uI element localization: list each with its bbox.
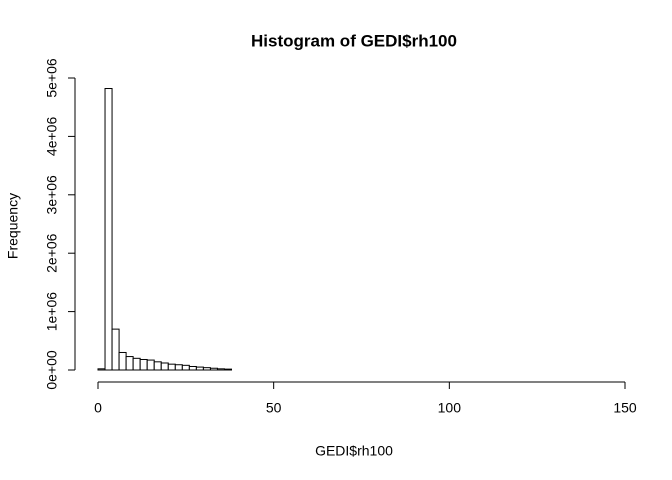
- y-tick-label: 1e+06: [44, 292, 60, 332]
- chart-title: Histogram of GEDI$rh100: [251, 31, 457, 50]
- x-tick-label: 50: [266, 400, 282, 416]
- histogram-bar: [132, 357, 141, 371]
- histogram-bar: [202, 367, 211, 371]
- histogram-bar: [146, 359, 155, 371]
- histogram-bar: [223, 368, 233, 371]
- y-tick-label: 0e+00: [44, 350, 60, 390]
- histogram-bar: [111, 328, 120, 371]
- histogram-bar: [195, 366, 204, 371]
- histogram-bar: [181, 364, 190, 371]
- y-tick-label: 5e+06: [44, 58, 60, 98]
- histogram-bar: [174, 364, 183, 371]
- histogram-bar: [125, 356, 134, 371]
- histogram-bar: [97, 368, 106, 371]
- histogram-bar: [209, 367, 218, 371]
- y-tick-label: 4e+06: [44, 117, 60, 157]
- histogram-bar: [167, 363, 176, 371]
- x-tick-label: 100: [438, 400, 462, 416]
- histogram-bar: [153, 361, 162, 371]
- y-tick-label: 2e+06: [44, 233, 60, 273]
- histogram-bar: [188, 365, 197, 371]
- histogram-bar: [160, 362, 169, 371]
- y-axis-label: Frequency: [5, 193, 21, 259]
- x-tick-label: 0: [94, 400, 102, 416]
- histogram-bar: [118, 351, 127, 371]
- histogram-bar: [216, 368, 225, 371]
- histogram-bar: [104, 88, 113, 371]
- x-axis-label: GEDI$rh100: [315, 443, 393, 459]
- histogram-bar: [139, 358, 148, 371]
- x-tick-label: 150: [613, 400, 637, 416]
- y-tick-label: 3e+06: [44, 175, 60, 215]
